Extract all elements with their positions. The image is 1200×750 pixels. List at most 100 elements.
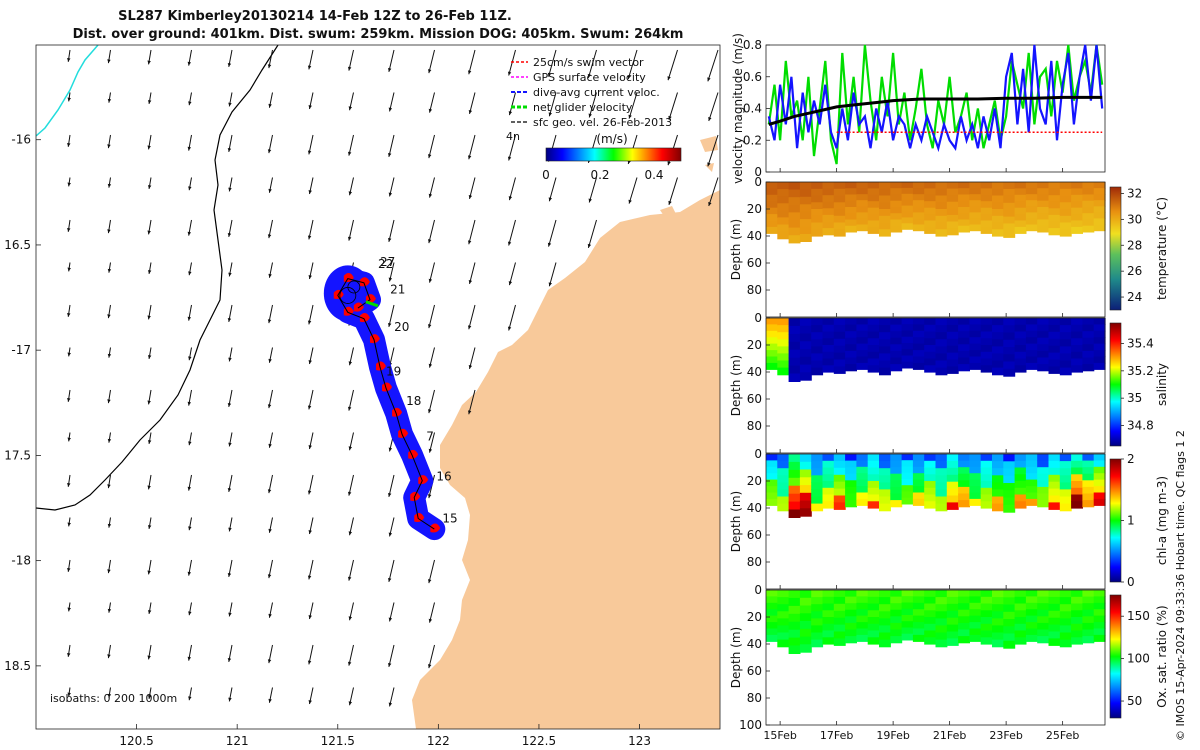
salinity-cell <box>946 331 959 340</box>
oxygen-cell <box>845 622 857 631</box>
velocity-vector <box>469 262 476 285</box>
salinity-cell <box>890 364 903 372</box>
salinity-cell <box>788 365 801 375</box>
velocity-vector-head <box>308 700 312 704</box>
salinity-cell <box>1037 357 1050 365</box>
chla-cell <box>811 482 824 491</box>
salinity-cell <box>788 349 801 359</box>
velocity-vector-head <box>188 186 192 191</box>
isobath-200m <box>36 45 279 511</box>
colorbar-label: Ox. sat. ratio (%) <box>1155 605 1169 707</box>
salinity-cell <box>777 367 790 376</box>
oxygen-cell <box>924 617 937 625</box>
velocity-vector-head <box>67 398 71 402</box>
oxygen-cell <box>799 605 812 614</box>
velocity-vector-head <box>228 187 232 192</box>
oxygen-cell <box>822 590 835 598</box>
oxygen-cell <box>766 615 778 623</box>
oxygen-cell <box>980 617 993 625</box>
oxygen-cell <box>1093 602 1106 610</box>
y-tick-label: 80 <box>747 419 762 433</box>
title-line-2: Dist. over ground: 401km. Dist. swum: 25… <box>73 27 684 42</box>
salinity-cell <box>1025 318 1038 325</box>
salinity-cell <box>1071 331 1083 339</box>
salinity-cell <box>1048 338 1061 347</box>
day-label: 18 <box>406 394 421 408</box>
temperature-cell <box>1093 188 1106 195</box>
velocity-vector-head <box>107 569 111 574</box>
oxygen-cell <box>1059 632 1072 641</box>
velocity-vector <box>707 49 719 82</box>
velocity-series-line <box>767 44 1104 165</box>
velocity-vector <box>388 219 395 242</box>
salinity-cell <box>799 356 812 366</box>
oxygen-cell <box>958 603 970 611</box>
temperature-cell <box>867 226 880 234</box>
chla-cell <box>1025 498 1038 506</box>
chla-cell <box>935 496 948 505</box>
temperature-cell <box>924 220 937 228</box>
chla-cell <box>1048 488 1061 497</box>
velocity-vector-head <box>147 145 151 150</box>
oxygen-cell <box>980 630 993 638</box>
chla-cell <box>1082 486 1095 495</box>
oxygen-cell <box>969 596 982 604</box>
velocity-vector-head <box>428 278 433 283</box>
velocity-vector <box>388 644 395 667</box>
velocity-vector-head <box>268 698 272 703</box>
velocity-vector-head <box>348 446 353 451</box>
y-tick-label: 40 <box>747 365 762 379</box>
salinity-cell <box>912 362 925 370</box>
velocity-vector-head <box>308 615 312 619</box>
salinity-cell <box>992 332 1004 340</box>
oxygen-cell <box>867 637 880 645</box>
oxygen-cell <box>912 602 925 610</box>
salinity-cell <box>946 366 959 374</box>
oxygen-cell <box>912 609 925 617</box>
salinity-cell <box>1003 361 1016 370</box>
oxygen-cell <box>946 596 959 605</box>
chla-cell <box>1048 454 1061 462</box>
oxygen-cell <box>777 632 790 641</box>
temperature-cell <box>822 182 835 190</box>
temperature-cell <box>924 226 937 234</box>
oxygen-cell <box>1071 637 1083 645</box>
velocity-vector-head <box>428 108 433 113</box>
oxygen-cell <box>935 611 948 619</box>
velocity-vector <box>468 389 476 415</box>
temperature-cell <box>1082 219 1095 227</box>
salinity-cell <box>890 324 903 332</box>
velocity-vector <box>587 49 597 78</box>
velocity-vector-head <box>147 655 151 660</box>
velocity-vector-head <box>387 152 392 157</box>
oxygen-cell <box>811 597 824 605</box>
swim-vector <box>359 313 370 323</box>
velocity-vector-head <box>428 664 432 669</box>
map-colorbar-tick: 0.4 <box>644 168 663 182</box>
x-tick-label: 21Feb <box>933 729 966 742</box>
temperature-cell <box>811 222 824 230</box>
salinity-cell <box>1003 368 1016 377</box>
velocity-vector-head <box>628 199 632 204</box>
salinity-cell <box>1071 338 1083 346</box>
temperature-cell <box>1059 229 1072 237</box>
y-tick-label: 0 <box>754 447 762 461</box>
salinity-cell <box>958 357 970 365</box>
salinity-cell <box>980 338 993 346</box>
x-tick-label: 15Feb <box>763 729 796 742</box>
oxygen-cell <box>890 596 903 604</box>
oxygen-cell <box>867 617 880 625</box>
oxygen-cell <box>1082 616 1095 624</box>
chla-cell <box>799 500 812 509</box>
velocity-vector <box>668 177 678 205</box>
salinity-cell <box>958 331 970 339</box>
salinity-cell <box>867 351 880 360</box>
temperature-cell <box>958 219 970 227</box>
salinity-cell <box>788 325 801 335</box>
salinity-cell <box>1048 331 1061 340</box>
colorbar-tick-label: 2 <box>1127 452 1135 466</box>
oxygen-cell <box>1003 604 1016 613</box>
oxygen-cell <box>1037 622 1050 631</box>
chla-cell <box>1071 454 1083 462</box>
